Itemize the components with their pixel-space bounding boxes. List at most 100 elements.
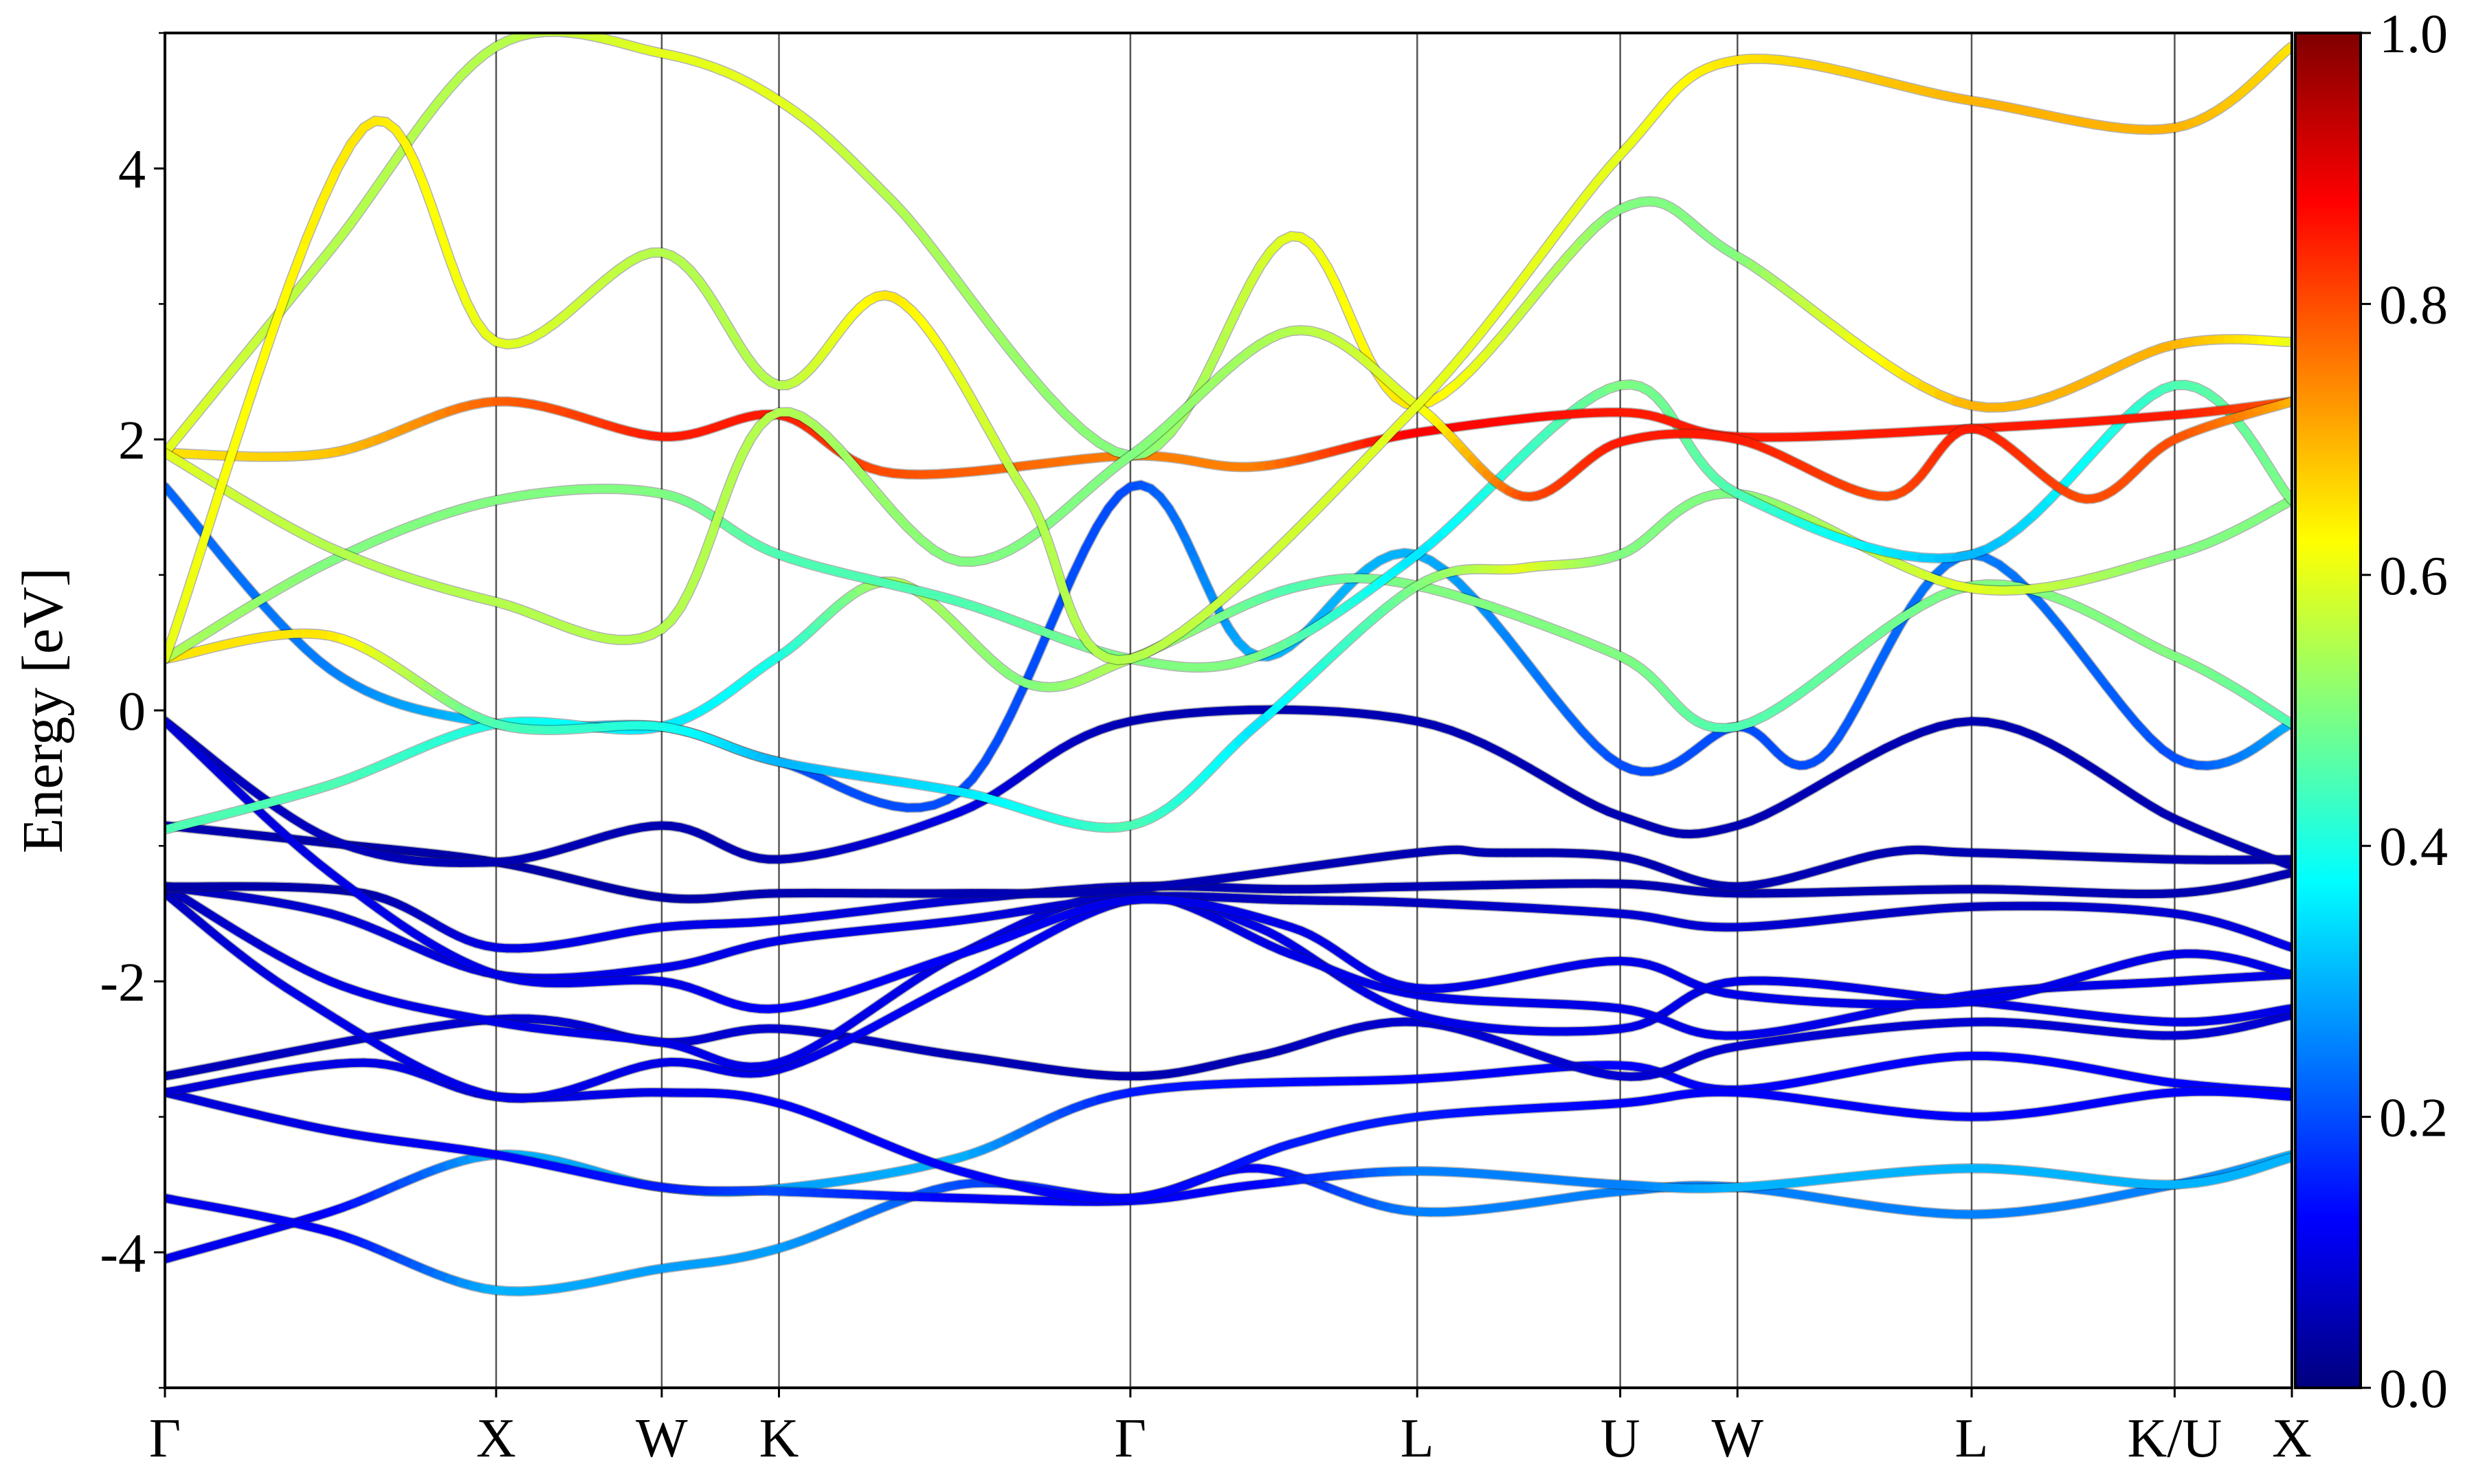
band-segment <box>1463 325 1489 353</box>
x-tick-label: U <box>1601 1408 1640 1469</box>
band-segment <box>1447 344 1472 372</box>
colorbar-tick-label: 0.0 <box>2379 1359 2448 1419</box>
band-segment <box>1286 508 1318 540</box>
x-tick-label: K <box>759 1408 799 1469</box>
x-tick-label: Γ <box>1115 1408 1146 1469</box>
band-outline <box>165 1149 2292 1297</box>
band-segment <box>315 1037 353 1050</box>
colorbar-tick-label: 0.8 <box>2379 275 2448 335</box>
band-segment <box>1044 598 1065 635</box>
colorbar <box>2294 32 2362 1389</box>
band-segment <box>1042 390 1069 418</box>
band-segment <box>427 203 445 237</box>
band-segment <box>1202 347 1222 379</box>
band-segment <box>1240 554 1272 584</box>
x-tick-label: Γ <box>149 1408 181 1469</box>
colorbar-ticks: 0.0 0.2 0.4 0.6 0.8 1.0 <box>2361 4 2448 1419</box>
band-segment <box>317 165 342 206</box>
band-segment <box>399 1023 434 1036</box>
band-segment <box>1430 364 1456 392</box>
band-segment <box>235 376 260 434</box>
band-segment <box>1517 651 1541 680</box>
band-segment <box>1480 305 1504 334</box>
y-tick-label: 2 <box>118 411 146 471</box>
bands <box>165 33 2292 1297</box>
band-line <box>165 1087 2292 1207</box>
band-segment <box>1413 383 1439 410</box>
band-segment <box>1224 301 1244 333</box>
band-segment <box>1499 311 1524 339</box>
band-segment <box>968 297 995 330</box>
x-tick-label: K/U <box>2128 1408 2222 1469</box>
band-segment <box>1515 291 1539 319</box>
band-segment <box>436 228 454 262</box>
band-segment <box>2086 662 2110 690</box>
y-tick-label: -2 <box>100 952 146 1013</box>
colorbar-tick-label: 0.6 <box>2379 546 2448 607</box>
band-segment <box>1023 368 1051 398</box>
band-segment <box>1374 420 1403 450</box>
band-segment <box>1495 285 1519 314</box>
band-segment <box>2055 621 2080 650</box>
band-line <box>165 33 2292 461</box>
band-segment <box>1332 463 1362 495</box>
y-tick-label: 4 <box>118 139 146 200</box>
band-segment <box>1080 522 1102 554</box>
x-tick-label: W <box>1711 1408 1763 1469</box>
band-segment <box>1069 545 1089 579</box>
x-tick-label: X <box>476 1408 516 1469</box>
band-segment <box>2071 641 2095 671</box>
x-tick-label: W <box>636 1408 688 1469</box>
band-segment <box>1005 345 1032 376</box>
colorbar-tick-label: 1.0 <box>2379 4 2448 65</box>
band-segment <box>288 1042 324 1056</box>
band-segment <box>1263 532 1295 563</box>
band-segment <box>179 563 200 609</box>
band-segment <box>1354 441 1383 472</box>
band-segment <box>1006 684 1027 719</box>
band-segment <box>205 473 228 528</box>
band-segment <box>994 710 1015 744</box>
band-segment <box>917 230 942 260</box>
band-outline <box>165 33 2292 461</box>
band-segment <box>445 253 463 286</box>
band-segment <box>191 519 214 571</box>
band-segment <box>1213 324 1233 356</box>
x-tick-label: L <box>1401 1408 1434 1469</box>
band-segment <box>169 600 188 640</box>
y-ticks: 4 2 0 -2 -4 <box>100 32 165 1389</box>
band-segment <box>261 1047 297 1061</box>
band-segment <box>219 425 244 482</box>
band-line <box>165 704 2292 872</box>
band-line <box>165 1149 2292 1297</box>
band-line <box>165 379 2292 673</box>
band-segment <box>1394 401 1422 429</box>
band-segment <box>302 197 326 245</box>
band-line <box>165 716 2292 1015</box>
band-segment <box>1177 613 1206 637</box>
band-line <box>165 488 2292 833</box>
band-outline <box>165 480 2292 813</box>
x-tick-label: L <box>1955 1408 1989 1469</box>
band-line <box>165 480 2292 813</box>
band-segment <box>372 1027 408 1040</box>
band-segment <box>1309 486 1341 517</box>
band-segment <box>285 236 311 289</box>
band-line <box>165 396 2292 480</box>
band-line <box>165 573 2292 835</box>
band-segment <box>333 139 355 174</box>
band-segment <box>1533 671 1557 699</box>
colorbar-tick-label: 0.2 <box>2379 1088 2448 1149</box>
band-segment <box>981 736 1002 766</box>
band-line <box>165 41 2292 666</box>
band-segment <box>236 1053 270 1066</box>
x-ticks: Γ X W K Γ L U W L K/U X <box>149 1388 2312 1469</box>
band-segment <box>1530 272 1555 300</box>
band-segment <box>933 251 959 282</box>
band-line <box>165 881 2292 984</box>
band-line <box>165 868 2292 954</box>
band-segment <box>986 321 1014 354</box>
band-segment <box>950 273 977 306</box>
x-tick-label: X <box>2272 1408 2312 1469</box>
